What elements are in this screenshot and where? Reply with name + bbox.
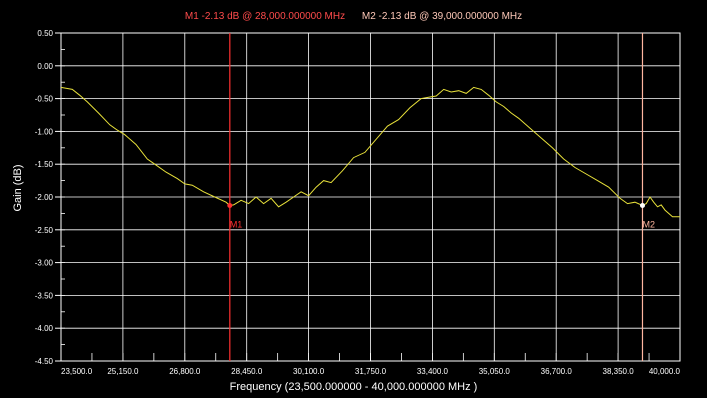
x-tick-label: 23,500.0 (61, 367, 93, 376)
y-tick-label: 0.00 (37, 62, 53, 71)
marker-m2-readout: M2 -2.13 dB @ 39,000.000000 MHz (361, 11, 523, 22)
y-tick-label: -3.50 (35, 291, 54, 300)
x-tick-label: 38,350.0 (603, 367, 635, 376)
x-tick-label: 25,150.0 (107, 367, 139, 376)
x-tick-label: 35,050.0 (479, 367, 511, 376)
y-tick-label: -3.00 (35, 259, 54, 268)
marker-m2-label: M2 (642, 220, 655, 230)
gain-trace-line (60, 86, 680, 218)
x-axis-title: Frequency (23,500.000000 - 40,000.000000… (229, 381, 478, 393)
y-tick-label: -4.50 (35, 357, 54, 366)
y-axis-title-wrap: Gain (dB) (0, 160, 30, 220)
y-tick-label: -1.00 (35, 127, 54, 136)
x-tick-label: 33,400.0 (417, 367, 449, 376)
x-tick-label: 36,700.0 (541, 367, 573, 376)
x-tick-label: 31,750.0 (355, 367, 387, 376)
y-tick-label: -4.00 (35, 324, 54, 333)
y-tick-label: -2.50 (35, 226, 54, 235)
marker-m1-label: M1 (230, 220, 243, 230)
marker-m1-point (227, 203, 233, 209)
x-tick-label: 40,000.0 (649, 367, 681, 376)
y-axis-title: Gain (dB) (12, 164, 24, 212)
marker-m1-readout: M1 -2.13 dB @ 28,000.000000 MHz (184, 11, 346, 22)
marker-readout-header: M1 -2.13 dB @ 28,000.000000 MHz M2 -2.13… (0, 11, 707, 22)
y-tick-label: -1.50 (35, 160, 54, 169)
y-tick-label: -2.00 (35, 193, 54, 202)
y-tick-label: -0.50 (35, 95, 54, 104)
y-tick-label: 0.50 (37, 29, 53, 38)
marker-m2-point (639, 203, 645, 209)
x-tick-label: 26,800.0 (169, 367, 201, 376)
x-tick-label: 30,100.0 (293, 367, 325, 376)
x-tick-label: 28,450.0 (231, 367, 263, 376)
